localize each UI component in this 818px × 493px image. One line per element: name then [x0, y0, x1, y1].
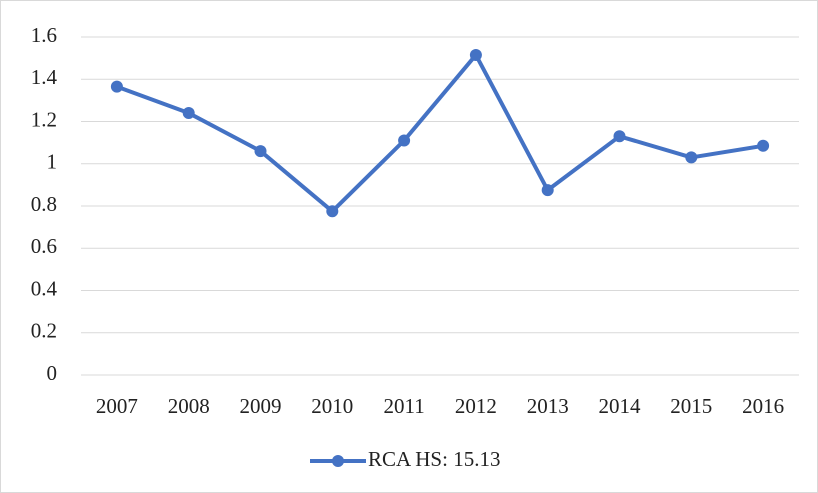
data-point — [182, 107, 195, 120]
legend-label: RCA HS: 15.13 — [368, 447, 500, 471]
data-point — [254, 145, 267, 158]
x-tick-label: 2016 — [742, 394, 784, 418]
x-tick-label: 2014 — [599, 394, 642, 418]
y-tick-label: 0.8 — [31, 192, 57, 216]
x-tick-label: 2013 — [527, 394, 569, 418]
legend-marker — [332, 455, 344, 467]
x-tick-label: 2015 — [670, 394, 712, 418]
x-tick-label: 2011 — [383, 394, 424, 418]
data-point — [757, 139, 770, 152]
data-point — [398, 134, 411, 147]
y-tick-label: 1 — [47, 150, 58, 174]
data-line — [116, 52, 764, 214]
x-tick-label: 2009 — [240, 394, 282, 418]
y-tick-label: 0.6 — [31, 234, 57, 258]
y-tick-label: 0.4 — [31, 276, 58, 300]
data-point — [326, 205, 339, 218]
data-point — [110, 80, 123, 93]
data-point — [469, 48, 482, 61]
data-point — [685, 151, 698, 164]
x-tick-label: 2008 — [168, 394, 210, 418]
y-tick-label: 1.2 — [31, 107, 57, 131]
x-tick-label: 2007 — [96, 394, 138, 418]
y-tick-label: 1.4 — [31, 65, 58, 89]
y-tick-label: 0 — [47, 361, 58, 385]
y-tick-label: 0.2 — [31, 319, 57, 343]
data-point — [541, 184, 554, 197]
x-tick-label: 2012 — [455, 394, 497, 418]
data-point — [613, 130, 626, 143]
y-tick-label: 1.6 — [31, 23, 57, 47]
x-tick-label: 2010 — [311, 394, 353, 418]
